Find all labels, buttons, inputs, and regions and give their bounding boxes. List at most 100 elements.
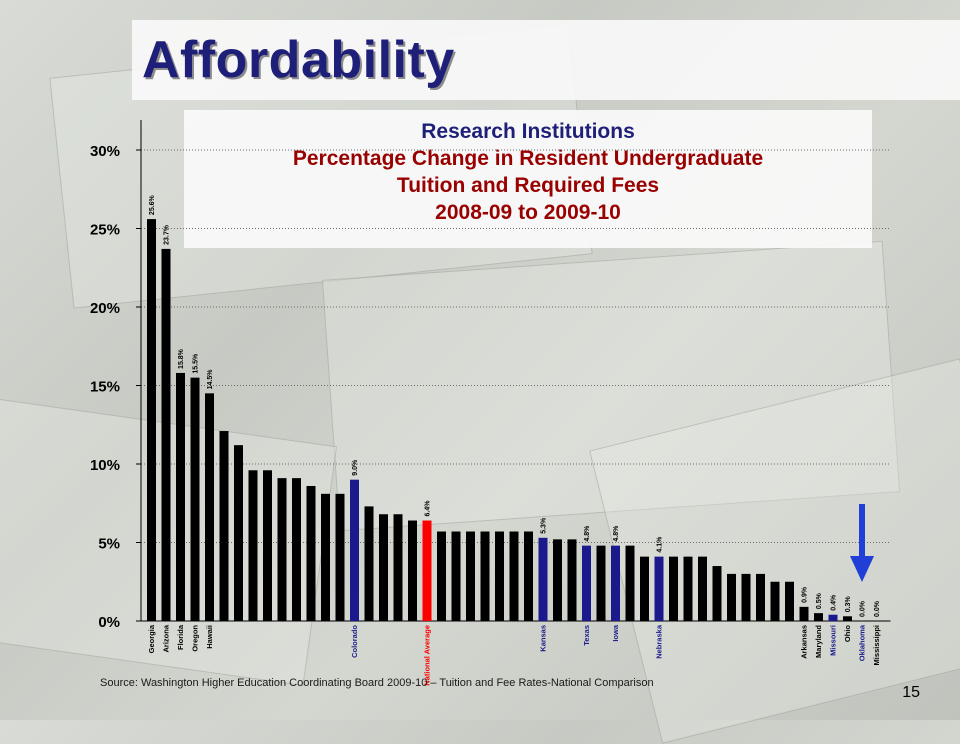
bar (538, 537, 548, 621)
bar (785, 581, 794, 621)
bar (582, 545, 591, 621)
y-tick-label: 15% (90, 379, 120, 396)
value-label: 14.5% (207, 369, 214, 390)
category-label: Arizona (162, 624, 171, 652)
bar (205, 393, 214, 621)
y-tick-label: 0% (98, 614, 120, 631)
bar (321, 493, 330, 621)
value-label: 25.6% (149, 194, 156, 215)
category-label: Nebraska (655, 624, 664, 659)
value-label: 5.3% (541, 517, 548, 534)
bar (466, 531, 475, 621)
value-label: 23.7% (164, 224, 171, 245)
category-label: Mississippi (872, 625, 881, 665)
arrow-shaft (859, 504, 865, 556)
page-title: Affordability (142, 31, 455, 89)
bar (756, 573, 765, 621)
category-label: Hawaii (205, 625, 214, 649)
bar (683, 556, 693, 621)
bar (567, 539, 577, 621)
y-tick-label: 5% (98, 536, 120, 553)
bar (161, 248, 171, 621)
bar (553, 539, 562, 621)
value-label: 4.8% (613, 525, 620, 542)
bar (277, 478, 287, 621)
bar (248, 470, 258, 621)
chart-title-line-2: Percentage Change in Resident Undergradu… (292, 147, 764, 170)
bar (640, 556, 649, 621)
y-tick-label: 30% (90, 143, 120, 160)
bar (422, 520, 432, 621)
category-label: Maryland (814, 625, 823, 658)
category-label: Missouri (829, 625, 838, 656)
bar (625, 545, 635, 621)
category-label: Florida (176, 624, 185, 650)
category-label: Arkansas (800, 625, 809, 659)
bar (596, 545, 606, 621)
arrow-head (850, 556, 874, 582)
bar (451, 531, 461, 621)
category-label: Ohio (843, 625, 852, 642)
bar (408, 520, 417, 621)
bar (379, 514, 388, 621)
category-label: Georgia (147, 624, 156, 653)
bar (147, 219, 156, 621)
category-label: Oregon (191, 625, 200, 652)
category-label: Texas (582, 625, 591, 646)
bar (828, 614, 838, 621)
bar (698, 556, 707, 621)
bar (480, 531, 490, 621)
bar (509, 531, 519, 621)
chart-title-line-3: Tuition and Required Fees (396, 174, 660, 197)
bar (306, 485, 316, 621)
y-tick-label: 10% (90, 457, 120, 474)
bar (741, 573, 751, 621)
bar (393, 514, 403, 621)
value-label: 4.8% (584, 525, 591, 542)
bar (712, 566, 722, 621)
bar (814, 613, 823, 621)
value-label: 9.0% (352, 459, 359, 476)
bar (263, 470, 272, 621)
bar (234, 445, 243, 621)
bar (843, 616, 852, 621)
bar (799, 606, 809, 621)
bar-chart: 0% 5% 10% 15% 20% 25% 30% 25.6% Georgia 23.7% Ariz… (90, 120, 891, 686)
category-label: Kansas (539, 625, 548, 652)
bar (770, 581, 780, 621)
bar (176, 372, 185, 621)
bar (654, 556, 664, 621)
value-label: 6.4% (425, 500, 432, 517)
bar (495, 531, 504, 621)
bar (335, 493, 345, 621)
source-note: Source: Washington Higher Education Coor… (100, 677, 654, 689)
value-label: 15.8% (178, 348, 185, 369)
value-label: 15.5% (193, 353, 200, 374)
chart-title-line-4: 2008-09 to 2009-10 (435, 201, 621, 224)
bar (364, 506, 374, 621)
bar (611, 545, 620, 621)
bar (219, 431, 229, 621)
chart-title-box: Research Institutions Percentage Change … (184, 110, 872, 248)
value-label: 4.1% (657, 536, 664, 553)
value-label: 0.0% (860, 600, 867, 617)
bar (292, 478, 301, 621)
category-label: National Average (423, 625, 432, 686)
value-label: 0.4% (831, 594, 838, 611)
category-label: Oklahoma (858, 624, 867, 661)
bar (669, 556, 678, 621)
value-label: 0.9% (802, 586, 809, 603)
bar (524, 531, 533, 621)
bar (190, 377, 200, 621)
category-label: Colorado (350, 625, 359, 658)
value-label: 0.5% (816, 592, 823, 609)
value-label: 0.3% (845, 596, 852, 613)
bar (437, 531, 446, 621)
y-tick-label: 25% (90, 222, 120, 239)
title-bar (132, 20, 960, 100)
value-label: 0.0% (874, 600, 881, 617)
page-number: 15 (902, 684, 920, 701)
category-label: Iowa (611, 624, 620, 641)
bar (727, 573, 736, 621)
y-tick-label: 20% (90, 300, 120, 317)
